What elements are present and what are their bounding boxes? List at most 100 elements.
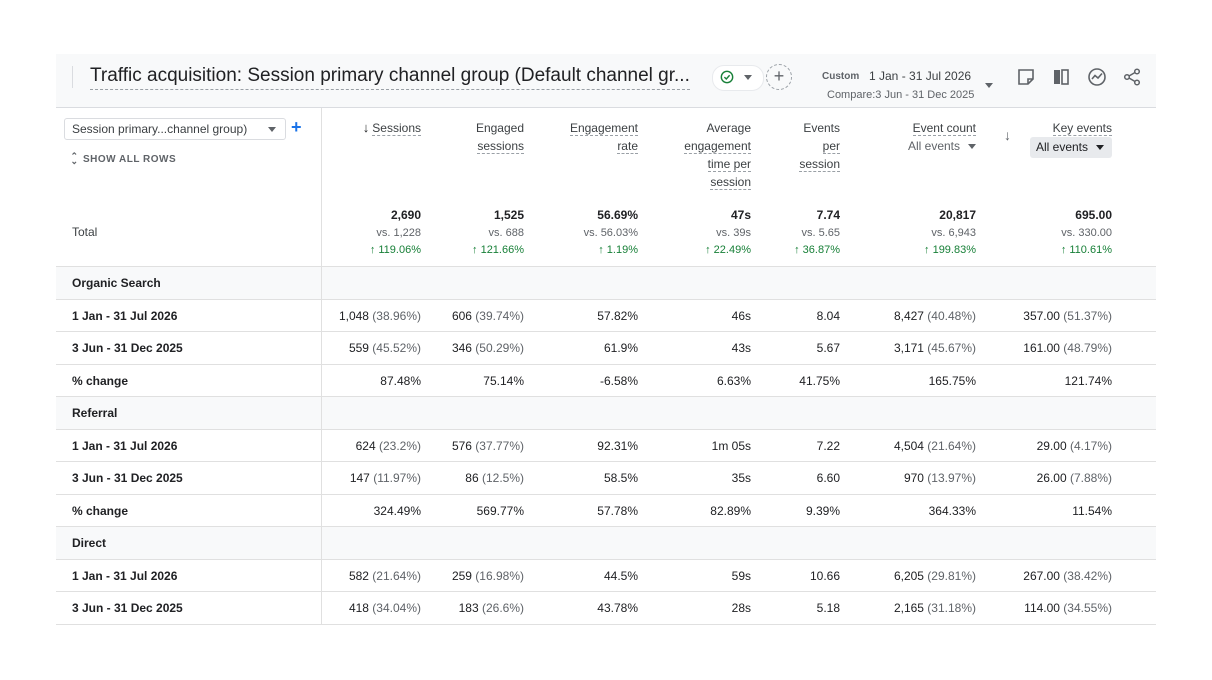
col-header-sessions[interactable]: ↓ Sessions — [363, 119, 421, 137]
cell-value: 569.77% — [476, 503, 524, 518]
col-header-line: Engaged — [475, 121, 524, 135]
cell-share: (12.5%) — [478, 471, 524, 485]
date-compare[interactable]: Compare:3 Jun - 31 Dec 2025 — [827, 89, 975, 101]
total-cell: 7.74 vs. 5.65 ↑ 36.87% — [794, 208, 840, 256]
date-range[interactable]: 1 Jan - 31 Jul 2026 — [869, 69, 972, 83]
table-cell: 8,427 (40.48%) — [894, 309, 976, 323]
cell-share: (11.97%) — [369, 471, 421, 485]
dimension-select[interactable]: Session primary...channel group) — [64, 118, 286, 140]
cell-share: (38.42%) — [1059, 568, 1112, 583]
cell-value: 58.5% — [603, 471, 638, 485]
group-divider — [321, 527, 322, 559]
cell-value: 324.49% — [373, 503, 421, 518]
cell-share: (7.88%) — [1066, 471, 1112, 485]
cell-value: 46s — [731, 308, 751, 323]
add-dimension-button[interactable]: + — [291, 117, 302, 137]
status-dropdown[interactable] — [712, 65, 764, 91]
note-icon[interactable] — [1016, 67, 1036, 87]
table-row[interactable]: 3 Jun - 31 Dec 2025 559 (45.52%) 346 (50.2… — [56, 331, 1156, 364]
table-cell: 58.5% — [604, 471, 638, 485]
table-cell: 161.00 (48.79%) — [1023, 341, 1112, 355]
total-compare-value: vs. 39s — [716, 227, 751, 239]
key-events-select[interactable]: All events — [1029, 137, 1112, 158]
col-header-event-count[interactable]: Event count All events — [908, 119, 976, 155]
cell-value: 165.75% — [928, 373, 976, 388]
cell-value: 61.9% — [603, 341, 638, 355]
total-compare-value: vs. 6,943 — [931, 227, 976, 239]
table-cell: 1m 05s — [712, 439, 751, 453]
sort-arrow-icon[interactable]: ↓ — [1004, 127, 1011, 143]
cell-share: (29.81%) — [923, 568, 976, 583]
cell-share: (4.17%) — [1066, 438, 1112, 453]
col-header-line: Key events — [1052, 121, 1112, 136]
col-header-key-events[interactable]: Key events All events — [1029, 119, 1112, 158]
insights-icon[interactable] — [1087, 67, 1107, 87]
show-all-rows-button[interactable]: ⌃ ⌄ SHOW ALL ROWS — [70, 152, 177, 166]
cell-share: (39.74%) — [471, 308, 524, 323]
table-row[interactable]: % change 324.49% 569.77% 57.78% 82.89% 9.39% 3… — [56, 493, 1156, 527]
cell-value: -6.58% — [599, 373, 638, 388]
cell-value: 1m 05s — [711, 438, 751, 453]
col-header-line: time per — [707, 157, 751, 172]
col-header-engagement-rate[interactable]: Engagement rate — [569, 119, 638, 155]
caret-down-icon — [968, 144, 976, 150]
cell-value: 1,048 — [338, 308, 369, 323]
cell-value: 6.60 — [816, 471, 840, 485]
table-cell: 82.89% — [710, 504, 751, 518]
cell-value: 9.39% — [805, 503, 840, 518]
dimension-column — [56, 108, 322, 625]
header-divider — [72, 66, 73, 88]
table-row[interactable]: % change 87.48% 75.14% -6.58% 6.63% 41.75% 165… — [56, 363, 1156, 397]
cell-value: 6,205 — [893, 568, 924, 583]
col-header-engaged-sessions[interactable]: Engaged sessions — [476, 119, 524, 155]
col-header-avg-engagement-time[interactable]: Average engagement time per session — [684, 119, 751, 191]
event-count-select[interactable]: All events — [908, 137, 976, 155]
table-row[interactable]: 3 Jun - 31 Dec 2025 418 (34.04%) 183 (26.6… — [56, 591, 1156, 624]
caret-down-icon — [268, 127, 276, 132]
table-row[interactable]: 1 Jan - 31 Jul 2026 624 (23.2%) 576 (37.77… — [56, 428, 1156, 462]
cell-share: (34.04%) — [368, 601, 421, 615]
table-row[interactable]: 1 Jan - 31 Jul 2026 582 (21.64%) 259 (16.9… — [56, 558, 1156, 592]
table-cell: 183 (26.6%) — [459, 601, 524, 615]
table-cell: 582 (21.64%) — [349, 569, 421, 583]
date-caret-icon[interactable] — [985, 83, 993, 88]
row-label: 1 Jan - 31 Jul 2026 — [72, 568, 178, 583]
cell-value: 29.00 — [1036, 438, 1067, 453]
group-row: Direct — [56, 526, 1156, 559]
cell-value: 259 — [451, 568, 472, 583]
table-row[interactable]: 1 Jan - 31 Jul 2026 1,048 (38.96%) 606 (39… — [56, 298, 1156, 332]
total-cell: 2,690 vs. 1,228 ↑ 119.06% — [370, 208, 421, 256]
table-row[interactable]: 3 Jun - 31 Dec 2025 147 (11.97%) 86 (12.5%… — [56, 461, 1156, 494]
total-value: 20,817 — [939, 208, 976, 222]
total-compare-value: vs. 330.00 — [1061, 227, 1112, 239]
table-cell: -6.58% — [600, 374, 638, 388]
compare-icon[interactable] — [1051, 67, 1071, 87]
table-cell: 418 (34.04%) — [349, 601, 421, 615]
table-cell: 9.39% — [806, 504, 840, 518]
cell-value: 26.00 — [1036, 471, 1067, 485]
table-cell: 569.77% — [477, 504, 524, 518]
table-cell: 41.75% — [799, 374, 840, 388]
cell-share: (45.52%) — [368, 341, 421, 355]
cell-value: 6.63% — [716, 373, 751, 388]
total-change-value: ↑ 199.83% — [924, 244, 976, 256]
cell-value: 5.67 — [816, 341, 840, 355]
group-row: Referral — [56, 396, 1156, 429]
table-cell: 6.60 — [817, 471, 840, 485]
report-card: Traffic acquisition: Session primary cha… — [56, 54, 1156, 625]
cell-value: 5.18 — [816, 601, 840, 615]
table-cell: 5.67 — [817, 341, 840, 355]
table-cell: 59s — [732, 569, 751, 583]
table-cell: 5.18 — [817, 601, 840, 615]
add-comparison-button[interactable]: + — [766, 64, 792, 90]
col-header-events-per-session[interactable]: Events per session — [799, 119, 840, 173]
cell-share: (23.2%) — [375, 438, 421, 453]
table-cell: 606 (39.74%) — [452, 309, 524, 323]
table-cell: 559 (45.52%) — [349, 341, 421, 355]
report-title[interactable]: Traffic acquisition: Session primary cha… — [90, 65, 690, 86]
share-icon[interactable] — [1122, 67, 1142, 87]
show-all-label: SHOW ALL ROWS — [83, 154, 177, 165]
cell-value: 59s — [731, 568, 751, 583]
total-cell: 1,525 vs. 688 ↑ 121.66% — [472, 208, 524, 256]
table-cell: 8.04 — [817, 309, 840, 323]
